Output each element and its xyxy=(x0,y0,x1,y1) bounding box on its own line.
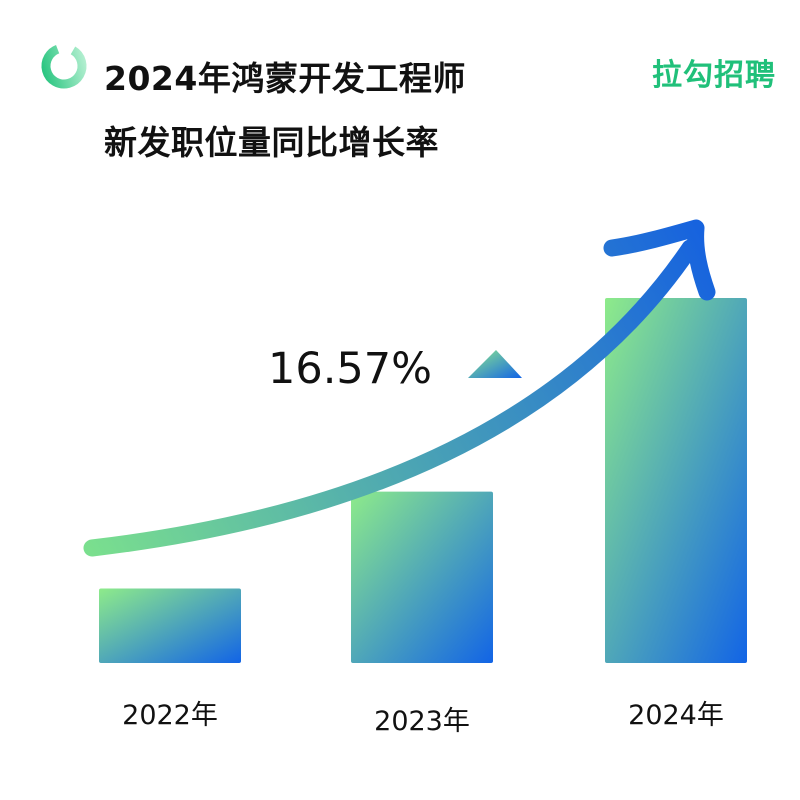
bar-1 xyxy=(351,491,493,663)
trend-arrow-head xyxy=(603,219,716,301)
chart-title-line-2: 新发职位量同比增长率 xyxy=(104,123,439,162)
x-tick-label-2: 2024年 xyxy=(628,700,724,731)
x-tick-label-0: 2022年 xyxy=(122,700,218,731)
logo-ring-icon xyxy=(38,40,90,92)
chart-title-line-1: 2024年鸿蒙开发工程师 xyxy=(104,59,466,98)
trend-arrow-line xyxy=(83,239,699,557)
x-tick-label-1: 2023年 xyxy=(374,706,470,737)
growth-rate-label: 16.57% xyxy=(268,344,432,394)
up-triangle-icon xyxy=(468,350,522,378)
bar-2 xyxy=(605,297,747,663)
brand-logo-text: 拉勾招聘 xyxy=(652,58,776,93)
bar-0 xyxy=(99,588,241,663)
